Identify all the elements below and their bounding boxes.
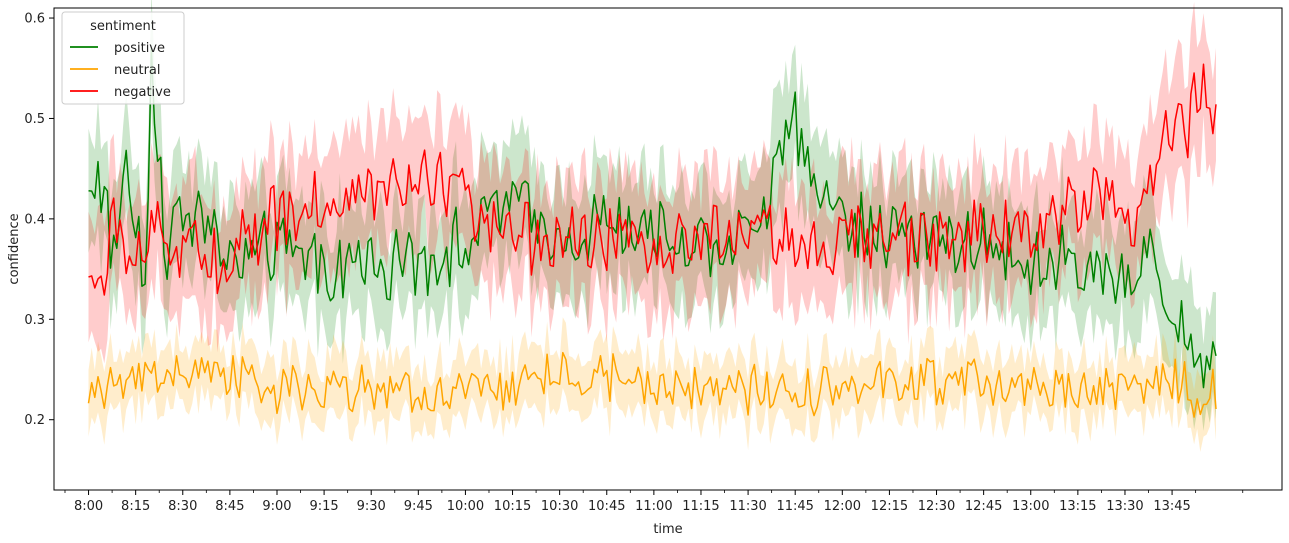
- legend-label-neutral: neutral: [114, 63, 161, 78]
- y-axis: 0.2 0.3 0.4 0.5 0.6: [24, 12, 54, 428]
- x-tick-label: 13:15: [1059, 499, 1096, 514]
- confidence-bands: [88, 0, 1216, 452]
- y-tick-label: 0.5: [24, 112, 45, 127]
- x-tick-label: 8:45: [215, 499, 244, 514]
- x-tick-label: 10:30: [541, 499, 578, 514]
- x-tick-label: 13:30: [1106, 499, 1143, 514]
- legend: sentiment positive neutral negative: [61, 11, 185, 105]
- y-tick-label: 0.4: [24, 212, 45, 227]
- x-tick-label: 12:15: [871, 499, 908, 514]
- legend-title: sentiment: [90, 19, 156, 34]
- x-tick-label: 9:30: [357, 499, 386, 514]
- y-tick-label: 0.6: [24, 12, 45, 27]
- y-tick-label: 0.3: [24, 313, 45, 328]
- x-tick-label: 8:30: [168, 499, 197, 514]
- x-tick-label: 11:00: [635, 499, 672, 514]
- legend-label-positive: positive: [114, 41, 165, 56]
- line-negative: [88, 63, 1217, 296]
- legend-box: [61, 11, 185, 105]
- x-axis-label: time: [653, 522, 682, 537]
- plot-area: [87, 0, 1217, 452]
- band-neutral: [88, 317, 1216, 452]
- x-tick-label: 11:30: [729, 499, 766, 514]
- x-tick-label: 8:15: [121, 499, 150, 514]
- x-axis: 8:00 8:15 8:30 8:45 9:00 9:15 9:30 9:45 10:00 10:…: [64, 490, 1244, 514]
- x-tick-label: 11:45: [776, 499, 813, 514]
- x-tick-label: 11:15: [682, 499, 719, 514]
- y-tick-label: 0.2: [24, 413, 45, 428]
- x-tick-label: 13:45: [1153, 499, 1190, 514]
- x-tick-label: 10:45: [588, 499, 625, 514]
- x-tick-label: 13:00: [1012, 499, 1049, 514]
- x-tick-label: 10:00: [447, 499, 484, 514]
- x-tick-label: 9:15: [309, 499, 338, 514]
- legend-label-negative: negative: [114, 85, 171, 100]
- band-negative: [88, 2, 1216, 364]
- x-tick-label: 10:15: [494, 499, 531, 514]
- x-tick-label: 8:00: [74, 499, 103, 514]
- band-positive: [88, 0, 1216, 431]
- x-tick-label: 9:45: [404, 499, 433, 514]
- axes-frame: [53, 7, 1283, 491]
- x-tick-label: 12:45: [965, 499, 1002, 514]
- series-lines: [87, 47, 1217, 418]
- y-axis-label: confidence: [7, 213, 22, 284]
- x-tick-label: 9:00: [262, 499, 291, 514]
- x-tick-label: 12:00: [824, 499, 861, 514]
- line-neutral: [87, 351, 1217, 418]
- x-tick-label: 12:30: [918, 499, 955, 514]
